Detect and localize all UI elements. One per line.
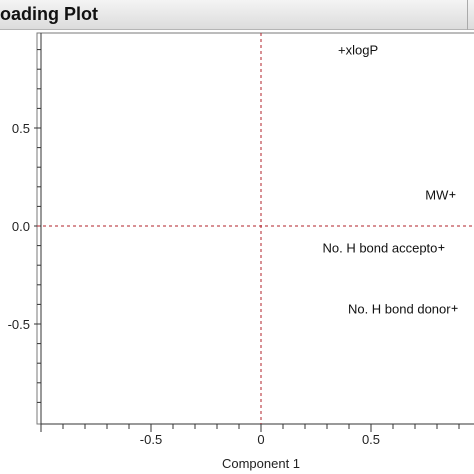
data-point-label: No. H bond accepto (322, 241, 437, 256)
data-point-label: MW (425, 188, 449, 203)
x-axis-label: Component 1 (222, 456, 300, 471)
x-tick-label: 0.5 (362, 432, 380, 447)
plot-frame (36, 32, 474, 425)
plot-area: 0.5 0.0 -0.5 -0.5 0 0.5 Component 1 +xlogP MW No.… (8, 32, 474, 471)
data-point-label: +xlogP (338, 43, 378, 58)
y-tick-label: 0.0 (12, 219, 30, 234)
window-title: oading Plot (0, 4, 98, 24)
titlebar-divider (467, 0, 468, 30)
y-tick-label: 0.5 (12, 121, 30, 136)
data-point-label: No. H bond donor (348, 301, 451, 316)
x-tick-label: 0 (257, 432, 264, 447)
window-titlebar: oading Plot (0, 0, 474, 30)
y-tick-label: -0.5 (8, 317, 30, 332)
x-tick-label: -0.5 (140, 432, 162, 447)
